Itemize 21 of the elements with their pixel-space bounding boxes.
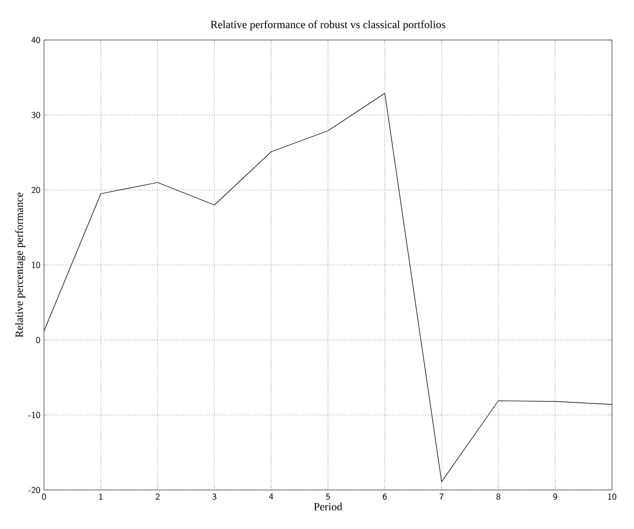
y-tick-label: -10 — [28, 412, 40, 418]
x-tick-label: 3 — [212, 494, 216, 500]
y-axis-title: Relative percentage performance — [15, 192, 26, 338]
x-tick-label: 1 — [99, 494, 102, 500]
x-tick-label: 6 — [382, 494, 387, 500]
y-tick-label: 0 — [36, 336, 40, 344]
x-axis-title: Period — [314, 502, 342, 510]
x-tick-label: 9 — [553, 494, 558, 500]
y-tick-label: 10 — [32, 262, 40, 268]
x-tick-label: 10 — [608, 494, 616, 500]
x-tick-label: 7 — [440, 494, 444, 500]
x-tick-label: 5 — [326, 494, 330, 500]
y-tick-label: 40 — [31, 36, 40, 44]
x-tick-label: 4 — [269, 494, 274, 500]
x-tick-label: 8 — [496, 494, 500, 500]
x-tick-label: 2 — [156, 494, 160, 500]
chart-title: Relative performance of robust vs classical portfolios — [210, 20, 446, 30]
y-tick-label: -20 — [28, 486, 40, 494]
y-tick-label: 20 — [32, 186, 40, 194]
x-tick-label: 0 — [42, 494, 46, 500]
y-tick-label: 30 — [32, 112, 40, 118]
